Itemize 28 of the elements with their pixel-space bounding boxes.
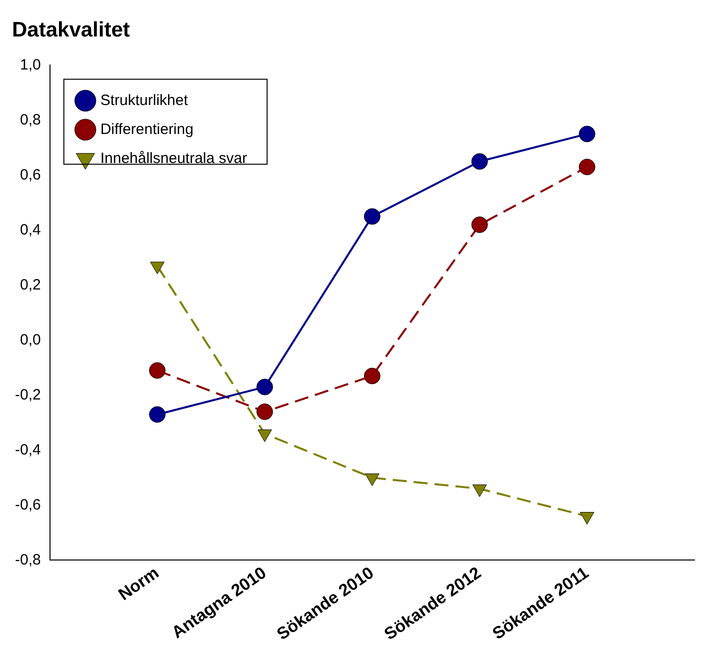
y-tick-label: -0,6: [14, 496, 41, 514]
point: [149, 406, 166, 423]
legend-label: Differentiering: [100, 120, 194, 138]
y-tick-label: -0,2: [14, 386, 41, 404]
chart-title: Datakvalitet: [12, 18, 130, 42]
point: [471, 153, 488, 170]
point: [256, 403, 273, 420]
point: [364, 473, 380, 486]
legend-label: Strukturlikhet: [100, 92, 189, 109]
y-tick-label: 1,0: [20, 56, 41, 74]
y-tick-label: 0,0: [20, 331, 41, 348]
y-tick-label: 0,8: [20, 111, 41, 128]
y-tick-label: 0,2: [20, 276, 41, 294]
point: [580, 512, 594, 524]
y-tick-label: 0,4: [20, 221, 41, 238]
point: [472, 484, 487, 497]
point: [578, 126, 596, 142]
y-tick-label: -0,4: [14, 441, 41, 458]
point: [578, 158, 596, 176]
legend-label: Innehållsneutrala svar: [100, 150, 248, 167]
point: [471, 216, 488, 233]
point: [364, 368, 380, 384]
point: [364, 208, 380, 225]
y-tick-label: 0,6: [20, 166, 41, 184]
point: [149, 362, 166, 379]
point: [256, 378, 273, 396]
point: [258, 429, 272, 442]
y-tick-label: -0,8: [14, 551, 41, 568]
